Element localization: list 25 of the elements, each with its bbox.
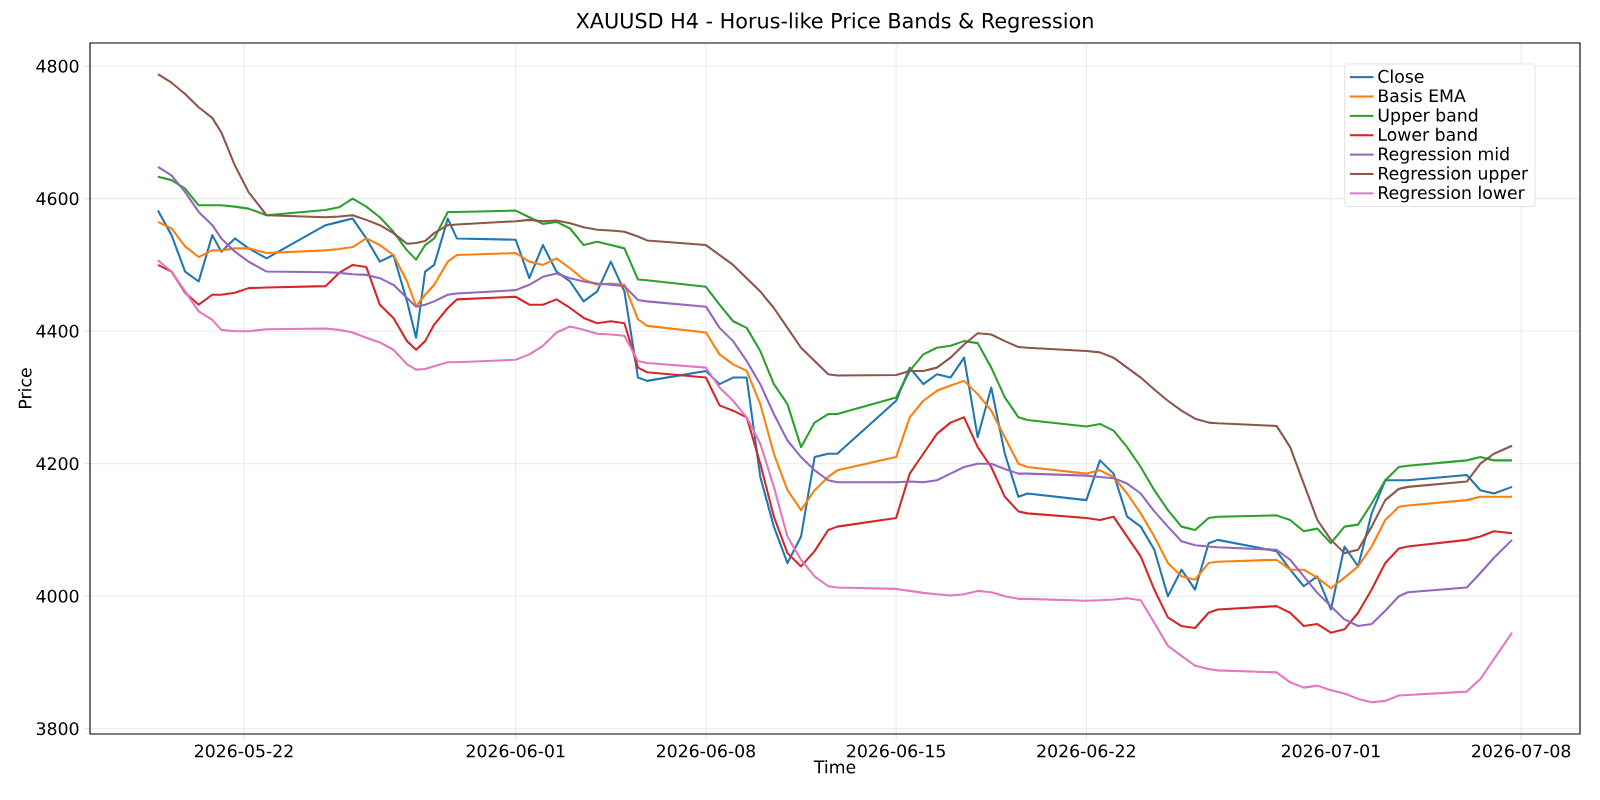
y-tick-label: 3800 [36, 722, 79, 736]
y-tick-label: 4200 [36, 457, 79, 471]
legend-label: Basis EMA [1379, 88, 1466, 103]
y-tick-label: 4800 [36, 59, 79, 73]
legend-label: Regression lower [1379, 185, 1525, 203]
x-tick-label: 2026-06-01 [466, 744, 565, 758]
x-tick-label: 2026-06-15 [847, 744, 945, 758]
x-tick-label: 2026-06-22 [1037, 744, 1135, 758]
y-tick-label: 4400 [36, 324, 79, 338]
x-axis-title: Time [813, 760, 856, 774]
line-series [156, 263, 1514, 634]
legend-label: Regression mid [1379, 146, 1509, 164]
x-tick-label: 2026-07-01 [1281, 744, 1380, 758]
legend-label: Upper band [1378, 108, 1478, 126]
legend-label: Regression upper [1379, 166, 1529, 184]
legend-label: Close [1378, 69, 1424, 83]
y-axis-title: Price [18, 368, 32, 408]
y-tick-label: 4600 [36, 192, 79, 206]
chart-title: XAUUSD H4 - Horus-like Price Bands & Regression [576, 12, 1093, 33]
legend-label: Lower band [1379, 127, 1477, 142]
x-tick-label: 2026-05-22 [194, 744, 293, 758]
x-tick-label: 2026-07-08 [1472, 744, 1571, 758]
y-tick-label: 4000 [36, 589, 79, 603]
line-series [156, 259, 1514, 704]
x-tick-label: 2026-06-08 [656, 744, 755, 758]
